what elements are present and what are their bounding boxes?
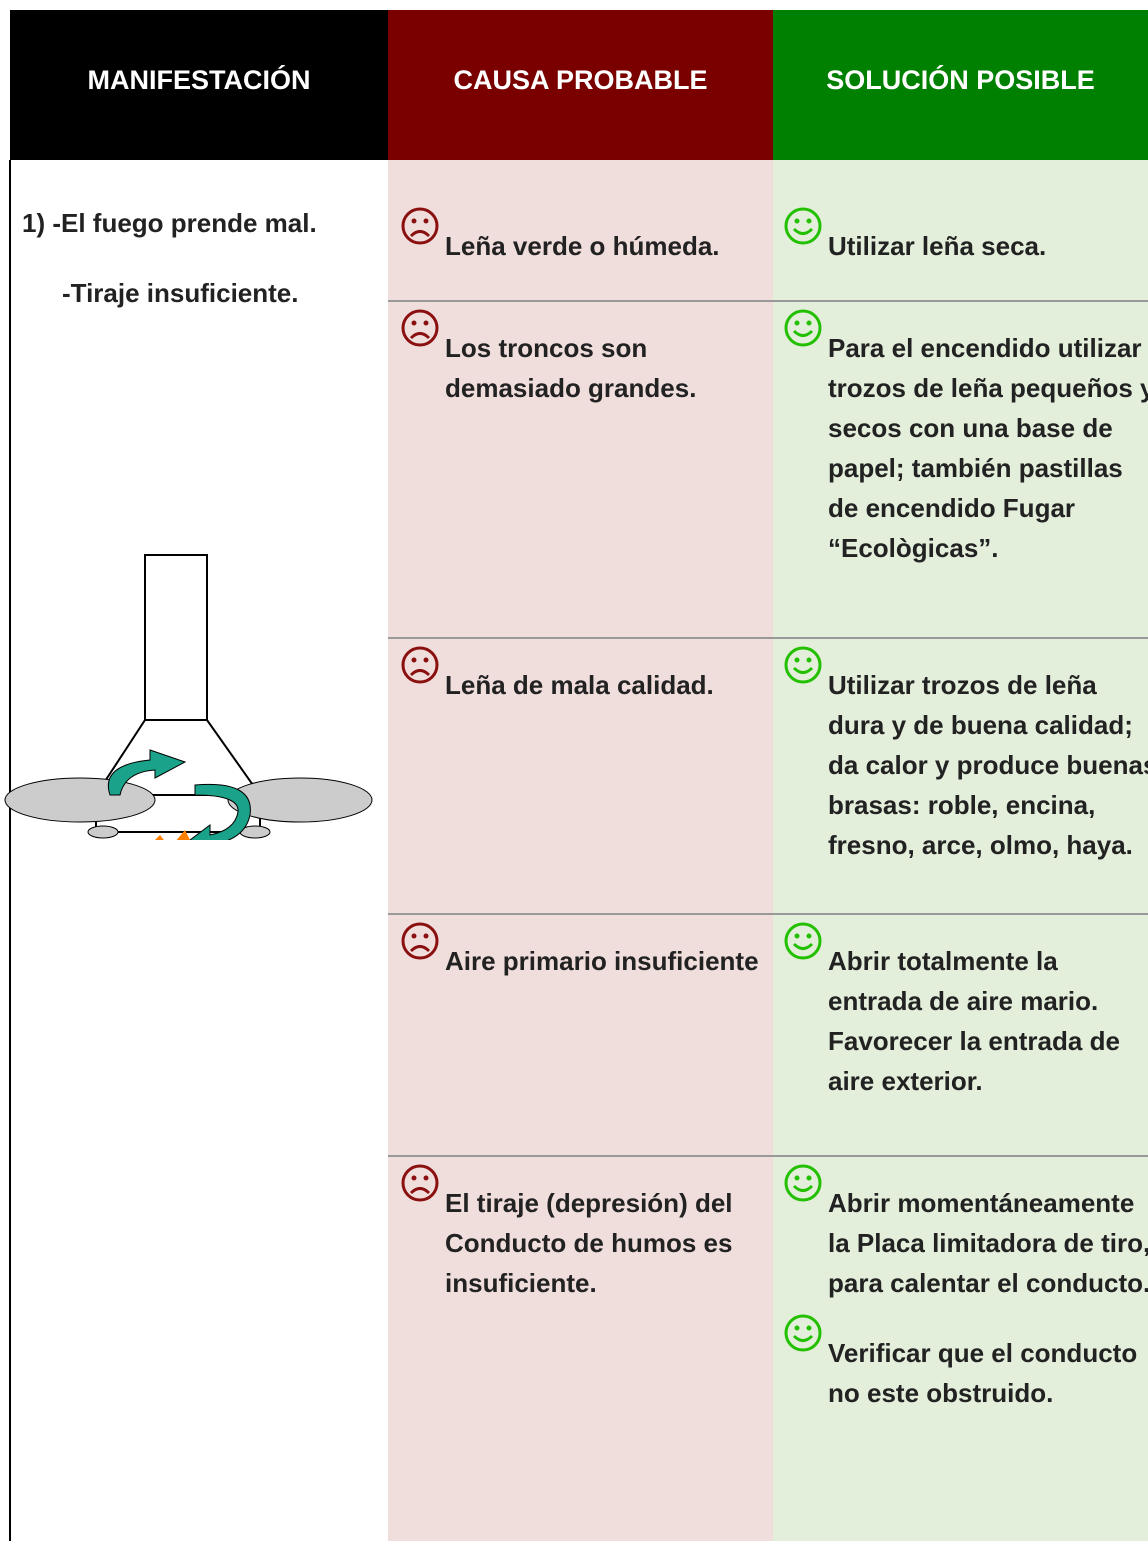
header-cell: SOLUCIÓN POSIBLE — [773, 10, 1148, 160]
border — [9, 160, 11, 1541]
cause-item: Leña verde o húmeda. — [400, 207, 773, 266]
smiley-icon — [784, 646, 822, 684]
frown-icon — [401, 207, 439, 245]
cause-cell: Los troncos son demasiado grandes. — [388, 300, 773, 637]
smiley-icon — [784, 1314, 822, 1352]
solution-cell: Abrir totalmente la entrada de aire mari… — [773, 913, 1148, 1155]
cause-item: El tiraje (depresión) del Conducto de hu… — [400, 1164, 773, 1303]
cause-text: Leña verde o húmeda. — [445, 231, 720, 261]
solution-cell: Abrir momentáneamente la Placa limitador… — [773, 1155, 1148, 1541]
frown-icon — [401, 922, 439, 960]
illustration — [4, 554, 373, 840]
solution-item: Para el encendido utilizar trozos de leñ… — [783, 309, 1148, 568]
frown-icon — [401, 646, 439, 684]
solution-item: Utilizar trozos de leña dura y de buena … — [783, 646, 1148, 865]
smiley-icon — [784, 922, 822, 960]
solution-text: Abrir momentáneamente la Placa limitador… — [828, 1188, 1148, 1298]
cause-item: Aire primario insuficiente — [400, 922, 773, 981]
smiley-icon — [784, 207, 822, 245]
manifestation: 1) -El fuego prende mal. — [22, 208, 317, 238]
cause-item: Los troncos son demasiado grandes. — [400, 309, 773, 408]
manifestation: -Tiraje insuficiente. — [62, 278, 299, 308]
header-cell: CAUSA PROBABLE — [388, 10, 773, 160]
cause-text: Los troncos son demasiado grandes. — [445, 333, 697, 403]
solution-item: Utilizar leña seca. — [783, 207, 1148, 266]
cause-text: Aire primario insuficiente — [445, 946, 759, 976]
solution-text: Para el encendido utilizar trozos de leñ… — [828, 333, 1148, 563]
solution-item: Abrir totalmente la entrada de aire mari… — [783, 922, 1148, 1101]
cause-cell: El tiraje (depresión) del Conducto de hu… — [388, 1155, 773, 1541]
frown-icon — [401, 1164, 439, 1202]
cause-cell: Leña de mala calidad. — [388, 637, 773, 913]
cause-item: Leña de mala calidad. — [400, 646, 773, 705]
solution-item: Verificar que el conducto no este obstru… — [783, 1314, 1148, 1413]
solution-cell: Para el encendido utilizar trozos de leñ… — [773, 300, 1148, 637]
solution-text: Abrir totalmente la entrada de aire mari… — [828, 946, 1120, 1096]
solution-cell: Utilizar trozos de leña dura y de buena … — [773, 637, 1148, 913]
cause-cell: Aire primario insuficiente — [388, 913, 773, 1155]
cause-cell: Leña verde o húmeda. — [388, 160, 773, 300]
smiley-icon — [784, 1164, 822, 1202]
header-cell: MANIFESTACIÓN — [10, 10, 388, 160]
cause-text: Leña de mala calidad. — [445, 670, 714, 700]
frown-icon — [401, 309, 439, 347]
solution-text: Utilizar leña seca. — [828, 231, 1047, 261]
smiley-icon — [784, 309, 822, 347]
solution-cell: Utilizar leña seca. — [773, 160, 1148, 300]
cause-text: El tiraje (depresión) del Conducto de hu… — [445, 1188, 733, 1298]
solution-text: Verificar que el conducto no este obstru… — [828, 1338, 1138, 1408]
solution-text: Utilizar trozos de leña dura y de buena … — [828, 670, 1148, 860]
solution-item: Abrir momentáneamente la Placa limitador… — [783, 1164, 1148, 1303]
